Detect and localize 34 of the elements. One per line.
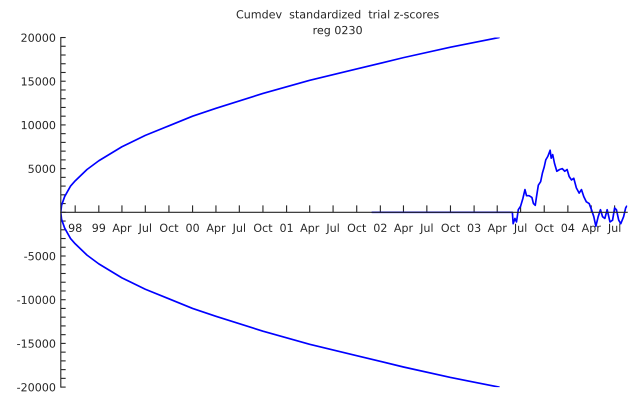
x-tick-label: Oct [535,224,554,232]
y-tick-label: -10000 [17,296,56,304]
x-tick-label: Jul [513,223,526,234]
x-tick-label: 03 [468,224,480,232]
y-tick-label: 10000 [22,120,56,130]
x-tick-label: 02 [374,224,386,232]
x-tick-label: Oct [348,224,366,232]
x-tick-label: Oct [160,224,178,232]
x-tick-label: Jul [232,223,245,234]
x-tick-label: 99 [92,224,106,232]
x-tick-label: Apr [488,224,507,234]
x-tick-label: Jul [138,223,151,234]
y-tick-label: -20000 [17,383,56,392]
y-tick-label: 5000 [28,164,56,173]
x-tick-label: 00 [186,224,199,232]
x-tick-label: Apr [300,224,320,234]
y-tick-label: -15000 [17,339,56,348]
x-tick-label: Oct [254,224,272,232]
x-tick-label: Apr [394,224,414,234]
x-tick-label: Jul [326,223,339,234]
y-tick-label: -5000 [24,252,56,260]
y-tick-label: 15000 [22,77,56,86]
x-tick-label: 01 [280,224,293,232]
x-tick-label: Oct [441,224,460,232]
x-tick-label: Apr [206,224,226,234]
y-tick-label: 20000 [21,34,56,42]
x-tick-label: 98 [68,224,82,232]
x-tick-label: Apr [112,224,132,234]
x-tick-label: 04 [562,224,574,232]
x-tick-label: Jul [607,223,620,234]
chart-title: Cumdev standardized trial z-scores [236,10,439,18]
x-tick-label: Jul [420,223,432,234]
x-tick-label: Apr [582,224,601,234]
chart-subtitle: reg 0230 [314,26,362,36]
